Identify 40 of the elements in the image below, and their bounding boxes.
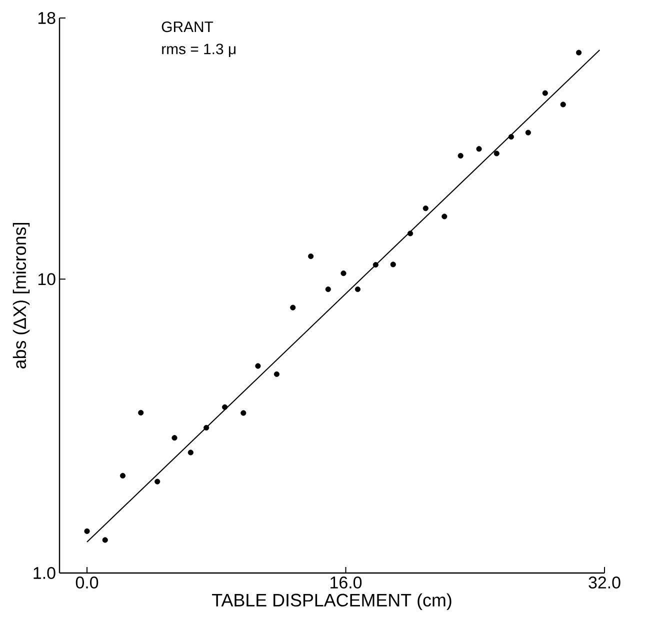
annotation: rms = 1.3 μ [162, 44, 236, 57]
y-tick-label: 10 [38, 273, 56, 286]
point [340, 270, 346, 276]
point [442, 214, 448, 220]
point [325, 286, 331, 292]
point [240, 410, 246, 416]
y-axis-title: abs (ΔX) [microns] [12, 223, 30, 368]
point [154, 478, 160, 484]
x-tick-label: 32.0 [588, 576, 620, 589]
point [255, 363, 261, 369]
point [542, 90, 548, 96]
point [476, 146, 482, 152]
annotation: GRANT [162, 22, 214, 32]
point [494, 150, 500, 156]
point [222, 404, 228, 410]
point [422, 206, 428, 212]
point [525, 130, 531, 136]
y-tick-label: 18 [38, 12, 56, 24]
point [390, 262, 396, 268]
point [204, 424, 210, 430]
point [354, 286, 361, 292]
x-axis-title: TABLE DISPLACEMENT (cm) [212, 593, 452, 610]
x-tick-label: 0.0 [76, 576, 98, 589]
point [458, 152, 464, 159]
point [84, 528, 90, 534]
point [576, 50, 582, 56]
point [274, 371, 280, 377]
point [407, 230, 414, 236]
point [560, 102, 566, 108]
x-tick-label: 16.0 [330, 576, 362, 589]
point [138, 410, 144, 416]
point [120, 472, 126, 478]
point [372, 262, 378, 268]
point [308, 254, 314, 260]
point [508, 134, 514, 140]
point [172, 435, 178, 441]
point [102, 537, 108, 543]
point [290, 304, 296, 310]
y-tick-label: 1.0 [34, 566, 56, 579]
point [188, 450, 194, 456]
